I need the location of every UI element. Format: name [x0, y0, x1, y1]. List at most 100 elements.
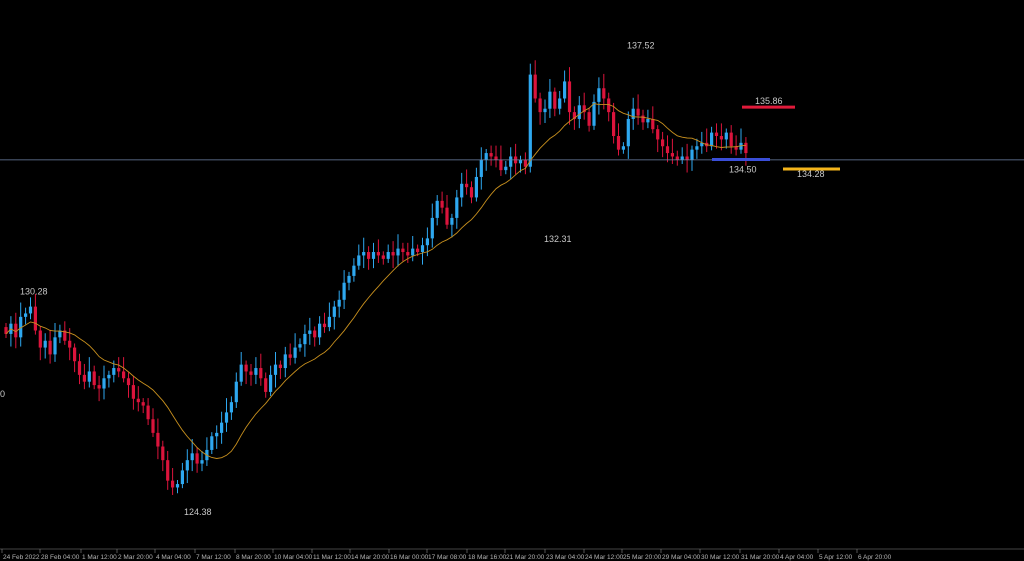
x-tick-label: 21 Mar 20:00 [506, 554, 545, 561]
candle-body [724, 132, 728, 140]
candle-body [440, 200, 444, 208]
candle-body [117, 368, 121, 372]
candles-layer [4, 60, 748, 495]
candle-body [342, 282, 346, 300]
candle-body [220, 422, 224, 433]
candle-body [38, 330, 42, 348]
price-annotation: 130.28 [20, 286, 48, 296]
x-tick-label: 11 Mar 12:00 [313, 554, 351, 561]
x-tick-label: 10 Mar 04:00 [274, 554, 313, 561]
candle-body [465, 183, 469, 188]
candle-body [146, 405, 150, 420]
candle-body [499, 159, 503, 171]
candle-body [710, 132, 714, 147]
x-tick-label: 2 Mar 20:00 [118, 554, 153, 561]
candle-body [621, 146, 625, 150]
candle-body [48, 340, 52, 355]
x-tick-label: 28 Feb 04:00 [41, 554, 80, 561]
candle-body [563, 81, 567, 99]
candle-body [587, 112, 591, 126]
candle-body [278, 364, 282, 369]
candle-body [171, 480, 175, 488]
candle-body [744, 142, 748, 154]
candle-body [126, 378, 131, 386]
candle-body [180, 470, 184, 485]
candle-body [641, 115, 645, 123]
price-annotation: 137.52 [627, 40, 655, 50]
x-tick-label: 17 Mar 08:00 [428, 554, 467, 561]
candle-body [631, 108, 635, 119]
candle-body [97, 385, 101, 389]
candle-body [77, 361, 82, 375]
candle-body [670, 153, 674, 157]
candle-body [283, 354, 287, 369]
candle-body [518, 159, 523, 164]
candle-body [224, 412, 229, 423]
candle-body [87, 371, 91, 382]
candle-body [558, 98, 562, 109]
candle-body [734, 146, 738, 150]
candle-body [259, 368, 263, 379]
candle-body [636, 108, 640, 116]
candle-body [347, 275, 351, 283]
candle-body [450, 217, 454, 225]
candle-body [28, 306, 33, 314]
candle-body [288, 354, 292, 358]
x-tick-label: 5 Apr 12:00 [819, 554, 853, 561]
candle-body [572, 112, 576, 119]
candle-body [4, 327, 8, 334]
candle-body [53, 337, 57, 355]
candle-body [73, 347, 77, 362]
time-axis: 24 Feb 2022 28 Feb 04:00 1 Mar 12:00 2 Mar … [1, 549, 892, 561]
candle-body [523, 159, 527, 167]
candle-body [371, 252, 376, 259]
candle-body [102, 378, 106, 389]
candle-body [396, 248, 400, 256]
candle-body [141, 402, 145, 406]
candle-body [313, 330, 317, 338]
candle-body [656, 129, 660, 140]
x-tick-label: 4 Apr 04:00 [780, 554, 814, 561]
x-tick-label: 8 Mar 20:00 [236, 554, 271, 561]
x-tick-label: 7 Mar 12:00 [196, 554, 231, 561]
x-tick-label: 24 Feb 2022 [3, 554, 40, 561]
candle-body [332, 306, 336, 317]
candle-body [43, 340, 47, 348]
candle-body [175, 484, 180, 488]
x-tick-label: 25 Mar 20:00 [623, 554, 662, 561]
candle-body [553, 91, 557, 109]
candle-body [352, 265, 356, 276]
candle-body [215, 432, 219, 437]
candle-body [68, 340, 72, 348]
candle-body [308, 330, 312, 334]
candle-body [391, 252, 395, 256]
edge-price-label: 0 [0, 389, 5, 399]
candle-body [685, 156, 689, 160]
candle-body [626, 118, 630, 147]
levels-layer [712, 105, 840, 171]
candle-body [548, 91, 552, 109]
candle-body [185, 460, 189, 471]
candle-body [254, 368, 258, 375]
candle-body [430, 217, 434, 239]
candle-body [494, 156, 498, 160]
candle-body [411, 248, 415, 256]
candle-body [538, 98, 542, 113]
candle-body [337, 299, 341, 307]
candle-body [420, 245, 425, 253]
candle-body [401, 248, 405, 253]
candle-body [582, 105, 586, 113]
moving-average-line [5, 103, 746, 459]
candle-body [166, 460, 170, 481]
candle-body [651, 118, 655, 130]
candle-body [714, 132, 719, 137]
candle-body [425, 238, 429, 246]
candle-body [719, 136, 723, 140]
candle-body [327, 316, 331, 328]
candle-body [92, 371, 96, 386]
candle-body [690, 149, 694, 160]
candle-body [577, 105, 581, 119]
candle-body [646, 118, 650, 123]
